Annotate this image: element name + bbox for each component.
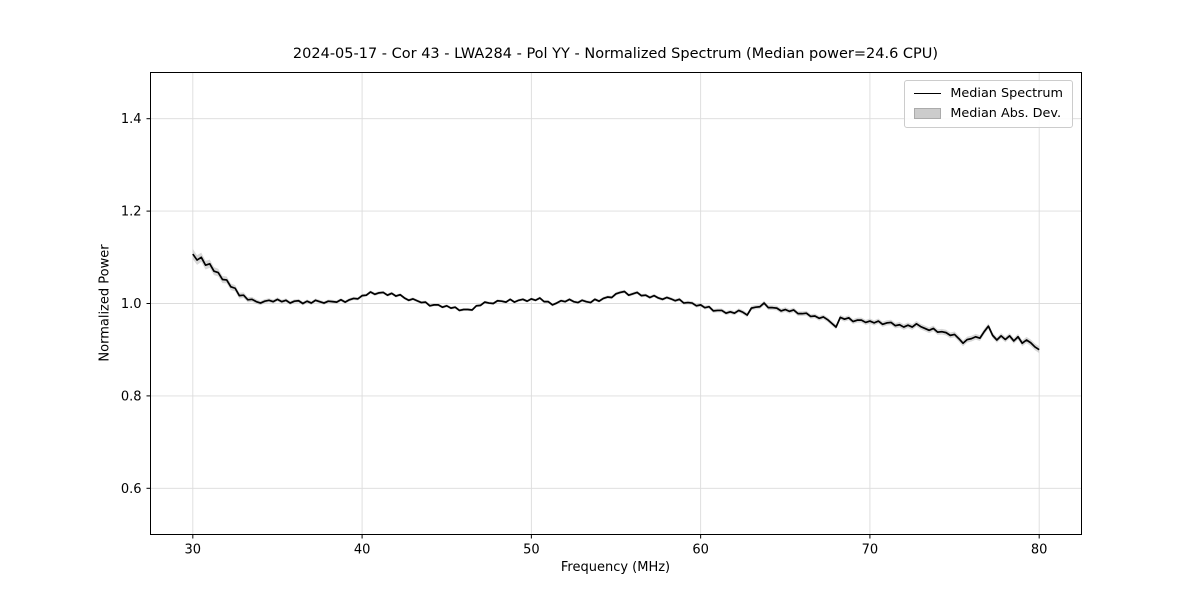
legend: Median Spectrum Median Abs. Dev.	[904, 80, 1073, 128]
legend-label: Median Spectrum	[950, 86, 1063, 101]
legend-patch-swatch	[914, 108, 942, 119]
y-tick-label: 0.8	[121, 389, 142, 404]
y-tick-label: 1.4	[121, 112, 142, 127]
legend-entry: Median Abs. Dev.	[914, 106, 1063, 121]
y-tick-label: 0.6	[121, 482, 142, 497]
x-tick-label: 70	[862, 543, 879, 558]
x-tick-label: 30	[185, 543, 202, 558]
y-tick-label: 1.0	[121, 297, 142, 312]
gridlines	[150, 72, 1082, 535]
tick-marks	[146, 118, 1040, 539]
x-tick-label: 80	[1031, 543, 1048, 558]
x-axis-label: Frequency (MHz)	[560, 560, 671, 575]
chart-title: 2024-05-17 - Cor 43 - LWA284 - Pol YY - …	[292, 46, 939, 62]
legend-line-swatch	[914, 93, 942, 94]
x-tick-label: 40	[354, 543, 371, 558]
legend-entry: Median Spectrum	[914, 86, 1063, 101]
x-tick-label: 50	[523, 543, 540, 558]
legend-label: Median Abs. Dev.	[950, 106, 1062, 121]
median-spectrum-line-group	[192, 253, 1040, 351]
tick-labels: 30 40 50 60 70 80 0.6 0.8 1.0 1.2 1.4	[121, 112, 1048, 557]
y-tick-label: 1.2	[121, 205, 142, 220]
median-spectrum-line	[192, 253, 1040, 351]
y-axis-label: Normalized Power	[97, 244, 113, 362]
x-tick-label: 60	[692, 543, 709, 558]
